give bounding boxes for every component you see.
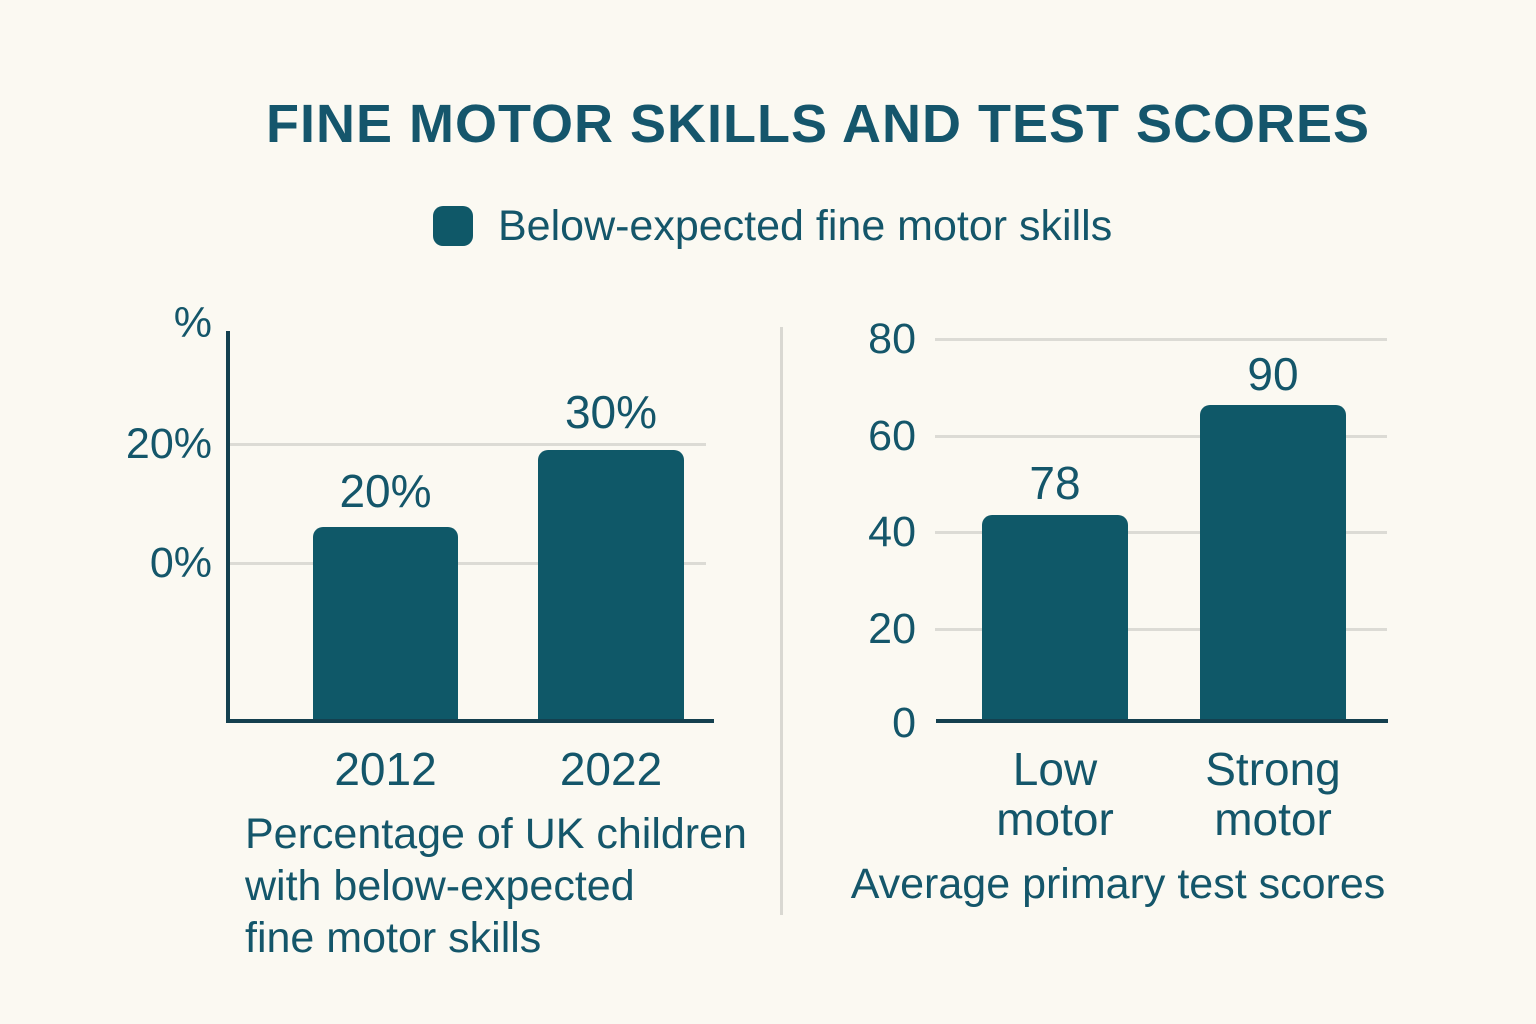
bar-strong-motor: [1200, 405, 1346, 723]
bar-low-motor: [982, 515, 1128, 723]
gridline-20pct: [230, 443, 706, 446]
bar-value-label: 30%: [564, 386, 658, 438]
bar-2022: [538, 450, 684, 723]
bar-value-label: 20%: [339, 465, 432, 517]
page-title: FINE MOTOR SKILLS AND TEST SCORES: [265, 94, 1371, 154]
category-line: Low: [1012, 743, 1098, 795]
chart-caption: Percentage of UK children with below-exp…: [245, 808, 747, 964]
y-axis-line: [226, 331, 230, 723]
category-line: motor: [996, 793, 1114, 845]
x-tick-label: Low motor: [952, 744, 1158, 844]
chart-caption: Average primary test scores: [850, 860, 1386, 908]
caption-line: with below-expected: [245, 862, 635, 910]
gridline-80: [935, 338, 1387, 341]
y-tick-label: 0%: [149, 539, 212, 587]
gridline-20: [935, 628, 1387, 631]
x-tick-label: 2012: [334, 743, 437, 795]
gridline-40: [935, 531, 1387, 534]
bar-2012: [313, 527, 458, 723]
x-axis-line: [936, 719, 1388, 723]
gridline-60: [935, 435, 1387, 438]
y-tick-label: 60: [868, 412, 916, 460]
gridline-0pct: [230, 562, 706, 565]
x-tick-label: Strong motor: [1170, 744, 1376, 844]
y-tick-label: 20%: [125, 420, 212, 468]
charts-divider: [780, 327, 783, 915]
category-line: motor: [1214, 793, 1332, 845]
y-tick-label: 0: [892, 699, 916, 747]
legend-label: Below-expected fine motor skills: [498, 201, 1113, 250]
y-tick-label: 20: [868, 605, 916, 653]
y-tick-label: 40: [868, 508, 916, 556]
caption-line: fine motor skills: [245, 914, 542, 962]
caption-line: Percentage of UK children: [245, 810, 747, 858]
category-line: Strong: [1205, 743, 1341, 795]
x-tick-label: 2022: [559, 743, 663, 795]
x-axis-line: [226, 719, 714, 723]
bar-value-label: 90: [1247, 348, 1299, 400]
y-axis-unit-label: %: [173, 299, 212, 347]
bar-value-label: 78: [1029, 457, 1081, 509]
legend: Below-expected fine motor skills: [433, 201, 1113, 250]
legend-color-swatch: [433, 206, 473, 246]
y-tick-label: 80: [868, 315, 916, 363]
